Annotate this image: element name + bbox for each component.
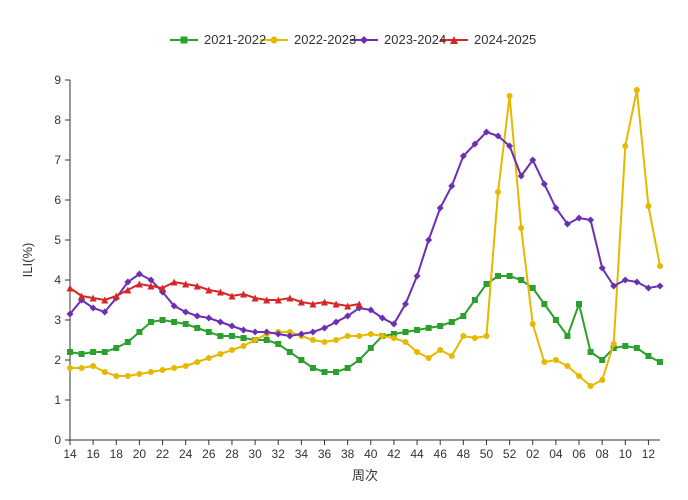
svg-text:10: 10 (619, 447, 633, 461)
svg-text:2021-2022: 2021-2022 (204, 32, 266, 47)
svg-text:24: 24 (179, 447, 193, 461)
svg-text:7: 7 (54, 153, 61, 167)
svg-text:34: 34 (295, 447, 309, 461)
svg-text:50: 50 (480, 447, 494, 461)
svg-text:2023-2024: 2023-2024 (384, 32, 446, 47)
svg-text:9: 9 (54, 73, 61, 87)
svg-text:2024-2025: 2024-2025 (474, 32, 536, 47)
svg-text:2022-2023: 2022-2023 (294, 32, 356, 47)
svg-text:30: 30 (248, 447, 262, 461)
svg-text:8: 8 (54, 113, 61, 127)
svg-text:5: 5 (54, 233, 61, 247)
svg-text:22: 22 (156, 447, 170, 461)
svg-text:14: 14 (63, 447, 77, 461)
svg-text:1: 1 (54, 393, 61, 407)
svg-text:04: 04 (549, 447, 563, 461)
svg-text:28: 28 (225, 447, 239, 461)
svg-text:44: 44 (410, 447, 424, 461)
svg-text:20: 20 (133, 447, 147, 461)
svg-text:周次: 周次 (352, 468, 378, 483)
svg-text:36: 36 (318, 447, 332, 461)
svg-text:18: 18 (110, 447, 124, 461)
svg-text:6: 6 (54, 193, 61, 207)
svg-text:16: 16 (86, 447, 100, 461)
svg-text:02: 02 (526, 447, 540, 461)
svg-text:12: 12 (642, 447, 656, 461)
svg-text:26: 26 (202, 447, 216, 461)
svg-text:ILI(%): ILI(%) (20, 243, 35, 278)
svg-text:4: 4 (54, 273, 61, 287)
svg-text:46: 46 (434, 447, 448, 461)
svg-text:0: 0 (54, 433, 61, 447)
svg-text:08: 08 (595, 447, 609, 461)
svg-text:06: 06 (572, 447, 586, 461)
svg-text:3: 3 (54, 313, 61, 327)
svg-text:48: 48 (457, 447, 471, 461)
svg-text:38: 38 (341, 447, 355, 461)
svg-text:42: 42 (387, 447, 401, 461)
svg-text:2: 2 (54, 353, 61, 367)
svg-text:40: 40 (364, 447, 378, 461)
line-chart: 0123456789ILI(%)141618202224262830323436… (0, 0, 688, 500)
svg-text:52: 52 (503, 447, 517, 461)
svg-text:32: 32 (272, 447, 286, 461)
